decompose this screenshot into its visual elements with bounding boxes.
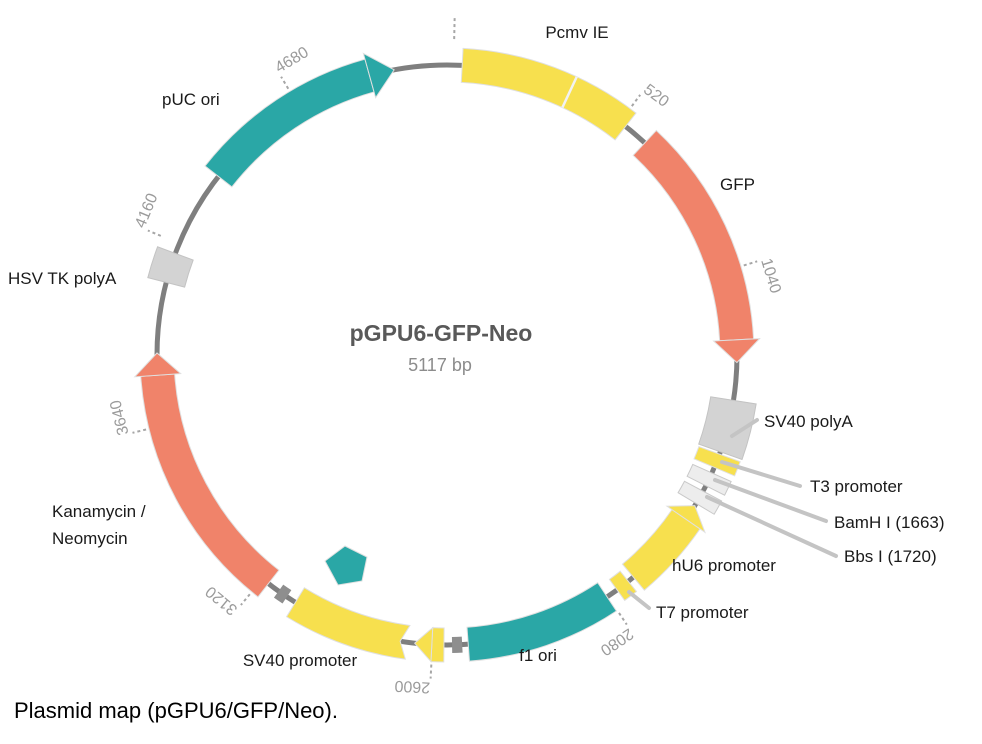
hsv-tk-polya-band: [147, 246, 194, 288]
plasmid-size-label: 5117 bp: [408, 355, 472, 375]
position-tick-2600: 2600: [394, 664, 433, 696]
puc-ori-band: [204, 58, 375, 188]
origin-tick: [453, 15, 456, 40]
pcmv-ie-divider: [561, 76, 578, 109]
f1-ori-band: [466, 581, 618, 662]
gfp-arrowhead: [712, 338, 761, 364]
tick-dash: [132, 428, 147, 434]
tick-dash: [743, 260, 758, 267]
sv40-polya-label: SV40 polyA: [764, 412, 853, 431]
pcmv-ie-label: Pcmv IE: [545, 23, 608, 42]
bbs1-site-label: Bbs I (1720): [844, 547, 937, 566]
bbs1-site-band: [677, 480, 723, 515]
feature-spacer-tick-2: [273, 584, 292, 604]
kanamycin-neomycin-arrowhead: [133, 352, 182, 378]
tick-number: 3120: [203, 582, 241, 618]
tick-dash: [618, 612, 628, 626]
tick-number: 3640: [107, 398, 132, 437]
t3-promoter-leader-line: [720, 460, 802, 488]
feature-gfp: GFP: [632, 129, 761, 364]
hu6-promoter-label: hU6 promoter: [672, 556, 776, 575]
bamh1-site-leader-line: [713, 478, 828, 523]
gfp-label: GFP: [720, 175, 755, 194]
plasmid-title: pGPU6-GFP-Neo: [350, 320, 533, 346]
hu6-promoter-band: [621, 508, 701, 591]
bamh1-site-label: BamH I (1663): [834, 513, 945, 532]
tick-number: 4160: [132, 191, 161, 230]
puc-ori-arrowhead: [362, 52, 395, 99]
position-tick-3640: 3640: [107, 398, 147, 437]
sv40-polya-leader-line: [730, 418, 759, 438]
position-tick-4160: 4160: [132, 191, 162, 237]
feature-t7-promoter: T7 promoter: [608, 570, 749, 622]
tick-number: 520: [640, 81, 672, 111]
tick-dash: [147, 229, 162, 237]
bbs1-site-leader-line: [705, 495, 838, 558]
tick-dash: [280, 76, 290, 90]
feature-kanamycin-neomycin: Kanamycin / Neomycin: [52, 352, 280, 598]
feature-hsv-tk-polya: HSV TK polyA: [8, 246, 194, 288]
tick-number: 2080: [597, 625, 636, 659]
t7-promoter-label: T7 promoter: [656, 603, 749, 622]
tick-number: 4680: [272, 44, 311, 77]
tick-dash: [631, 94, 641, 107]
hsv-tk-polya-label: HSV TK polyA: [8, 269, 117, 288]
feature-f1-ori: f1 ori: [466, 581, 618, 665]
sv40-promoter-band: [285, 587, 411, 660]
feature-puc-ori: pUC ori: [162, 52, 395, 188]
feature-spacer-tick-1: [451, 636, 463, 653]
position-tick-3120: 3120: [203, 582, 251, 618]
spacer-tick-2-band: [273, 584, 292, 604]
pcmv-ie-band: [460, 47, 637, 141]
tick-dash: [240, 593, 251, 606]
feature-sv40-polya: SV40 polyA: [698, 396, 853, 461]
tick-dash: [429, 664, 433, 679]
position-tick-1040: 1040: [743, 256, 784, 296]
feature-hu6-promoter: hU6 promoter: [621, 505, 776, 591]
plasmid-map-svg: 520 1040 2080 2600 3120 3640 4160 4680 Pcmv IE GF…: [8, 15, 945, 696]
teal-pentagon: [324, 545, 368, 586]
spacer-tick-1-band: [451, 636, 463, 653]
gfp-band: [632, 129, 755, 342]
feature-t3-promoter: T3 promoter: [693, 446, 903, 496]
feature-bbs1-site: Bbs I (1720): [677, 480, 937, 566]
feature-bamh1-site: BamH I (1663): [686, 463, 945, 532]
kanamycin-neomycin-label: Kanamycin / Neomycin: [52, 502, 146, 548]
t7-promoter-leader-line: [627, 590, 651, 610]
t3-promoter-label: T3 promoter: [810, 477, 903, 496]
feature-sv40-promoter-arrow: [413, 626, 445, 663]
position-tick-520: 520: [631, 81, 672, 111]
kanamycin-neomycin-band: [140, 373, 280, 598]
puc-ori-label: pUC ori: [162, 90, 220, 109]
figure-caption: Plasmid map (pGPU6/GFP/Neo).: [14, 698, 338, 723]
feature-sv40-promoter: SV40 promoter: [243, 587, 411, 670]
hu6-promoter-arrowhead: [665, 505, 706, 534]
f1-ori-label: f1 ori: [519, 646, 557, 665]
feature-pcmv-ie: Pcmv IE: [460, 23, 637, 141]
sv40-promoter-label: SV40 promoter: [243, 651, 358, 670]
sv40-promoter-arrow-arrowhead: [413, 626, 434, 663]
tick-number: 1040: [757, 256, 784, 295]
tick-number: 2600: [394, 677, 431, 696]
